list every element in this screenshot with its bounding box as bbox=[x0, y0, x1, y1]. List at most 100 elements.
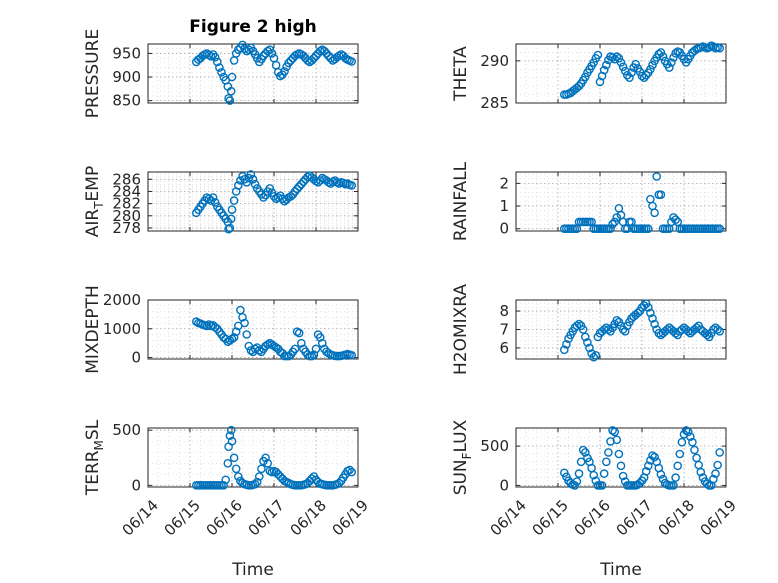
y-tick-label: 0 bbox=[131, 349, 141, 367]
data-point bbox=[639, 73, 649, 82]
data-point bbox=[223, 458, 233, 468]
panel-terr-msl: 0 500 TERRMSL 06/1406/1506/1606/1706/1806/1… bbox=[83, 419, 372, 580]
data-point bbox=[347, 181, 357, 190]
data-point bbox=[229, 196, 239, 205]
data-point bbox=[599, 469, 609, 478]
data-point bbox=[591, 350, 601, 360]
data-point bbox=[578, 445, 588, 455]
data-point bbox=[692, 323, 701, 333]
data-point bbox=[221, 475, 230, 485]
data-point bbox=[669, 53, 678, 62]
data-point bbox=[317, 338, 327, 348]
series-rainfall bbox=[560, 172, 725, 233]
data-point bbox=[639, 301, 649, 310]
data-point bbox=[671, 215, 680, 224]
data-point bbox=[226, 425, 236, 435]
data-point bbox=[610, 217, 620, 227]
data-point bbox=[612, 315, 622, 325]
x-tick-label: 06/14 bbox=[119, 496, 162, 539]
data-point bbox=[574, 319, 584, 329]
data-point bbox=[631, 59, 641, 69]
x-tick-label: 06/16 bbox=[571, 496, 614, 539]
y-tick-label: 950 bbox=[112, 44, 141, 62]
data-point bbox=[704, 43, 714, 52]
axes-frame bbox=[515, 43, 727, 104]
y-axis-label: SUNFLUX bbox=[451, 419, 474, 495]
data-point bbox=[686, 432, 695, 442]
data-point bbox=[702, 479, 712, 489]
y-tick-label: 0 bbox=[499, 220, 509, 238]
data-point bbox=[610, 427, 620, 437]
data-point bbox=[711, 469, 720, 478]
data-point bbox=[261, 453, 270, 463]
data-point bbox=[702, 330, 712, 340]
data-point bbox=[233, 45, 243, 55]
data-point bbox=[225, 96, 235, 105]
data-point bbox=[644, 461, 653, 471]
data-point bbox=[309, 350, 319, 360]
data-point bbox=[225, 223, 235, 233]
data-point bbox=[612, 213, 622, 222]
y-tick-label: 2 bbox=[499, 174, 509, 192]
data-point bbox=[604, 325, 613, 334]
data-point bbox=[625, 73, 634, 82]
data-point bbox=[210, 198, 220, 207]
data-point bbox=[204, 194, 214, 204]
x-tick-label: 06/15 bbox=[529, 496, 572, 539]
data-point bbox=[709, 474, 718, 484]
data-point bbox=[259, 51, 268, 61]
data-point bbox=[562, 339, 571, 349]
data-point bbox=[713, 460, 722, 470]
data-point bbox=[604, 448, 613, 457]
data-point bbox=[250, 479, 260, 489]
y-axis-label: THETA bbox=[451, 46, 471, 102]
series-theta bbox=[560, 41, 725, 99]
x-tick-label: 06/17 bbox=[613, 496, 656, 539]
data-point bbox=[574, 469, 584, 478]
x-tick-label: 06/14 bbox=[487, 496, 530, 539]
y-tick-label: 0 bbox=[499, 476, 509, 494]
data-point bbox=[227, 436, 237, 446]
data-point bbox=[322, 49, 331, 58]
data-point bbox=[585, 343, 594, 353]
y-axis-label: MIXDEPTH bbox=[83, 285, 103, 374]
panel-h2omixra: 678 H2OMIXRA bbox=[451, 284, 727, 375]
data-point bbox=[620, 326, 630, 336]
data-point bbox=[576, 457, 586, 467]
data-point bbox=[591, 476, 601, 486]
data-point bbox=[650, 452, 659, 462]
y-tick-label: 900 bbox=[112, 68, 141, 86]
data-point bbox=[215, 63, 224, 72]
x-tick-label: 06/19 bbox=[329, 496, 372, 539]
data-point bbox=[646, 308, 655, 318]
y-axis-label: RAINFALL bbox=[451, 161, 471, 241]
data-point bbox=[606, 224, 615, 233]
data-point bbox=[618, 62, 628, 72]
data-point bbox=[240, 44, 249, 54]
data-point bbox=[226, 214, 236, 224]
x-tick-label: 06/19 bbox=[697, 496, 740, 539]
data-point bbox=[212, 57, 222, 67]
data-point bbox=[574, 81, 584, 91]
data-point bbox=[597, 481, 607, 490]
x-tick-label: 06/18 bbox=[655, 496, 698, 539]
data-point bbox=[320, 46, 329, 56]
data-point bbox=[671, 328, 680, 338]
data-point bbox=[311, 51, 321, 61]
panel-rainfall: 0 1 2 RAINFALL bbox=[451, 161, 727, 241]
data-point bbox=[248, 174, 258, 184]
data-point bbox=[623, 70, 632, 80]
data-point bbox=[257, 464, 266, 474]
data-point bbox=[646, 65, 655, 74]
data-point bbox=[315, 333, 325, 342]
data-point bbox=[307, 351, 317, 361]
y-tick-label: 6 bbox=[499, 339, 509, 357]
data-point bbox=[225, 431, 235, 441]
data-point bbox=[259, 193, 268, 202]
data-point bbox=[347, 467, 357, 477]
panel-sun-flux: 0 500 SUNFLUX 06/1406/1506/1606/1706/1806/1… bbox=[451, 419, 740, 580]
axes-border bbox=[147, 43, 359, 104]
series-pressure bbox=[191, 40, 357, 105]
